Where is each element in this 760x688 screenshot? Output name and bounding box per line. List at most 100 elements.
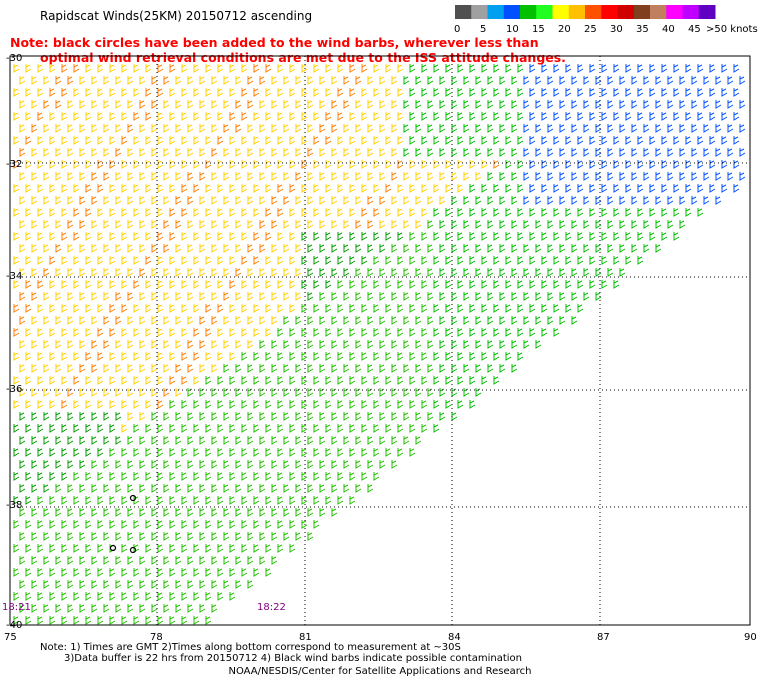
wind-barb (637, 136, 644, 145)
wind-barb (553, 112, 560, 121)
wind-barb (91, 268, 98, 277)
wind-barb (97, 184, 104, 193)
wind-barb (259, 100, 266, 109)
wind-barb (103, 244, 110, 253)
wind-barb (145, 400, 152, 409)
wind-barb (151, 388, 158, 397)
wind-barb (157, 544, 164, 553)
wind-barb (103, 556, 110, 565)
wind-barb (211, 148, 218, 157)
wind-barb (199, 148, 206, 157)
wind-barb (115, 316, 122, 325)
wind-barb (253, 376, 260, 385)
wind-barb (55, 148, 62, 157)
wind-barb (427, 292, 434, 301)
wind-barb (523, 196, 530, 205)
wind-barb (115, 388, 122, 397)
wind-barb (283, 124, 290, 133)
wind-barb (25, 568, 32, 577)
wind-barb (37, 184, 44, 193)
wind-barb (145, 520, 152, 529)
wind-barb (49, 160, 56, 169)
wind-barb (511, 100, 518, 109)
wind-barb (43, 292, 50, 301)
wind-barb (25, 400, 32, 409)
wind-barb (61, 304, 68, 313)
wind-barb (145, 496, 152, 505)
wind-barb (343, 244, 350, 253)
wind-barb (193, 280, 200, 289)
wind-barb (139, 196, 146, 205)
wind-barb (625, 160, 632, 169)
wind-barb (463, 244, 470, 253)
wind-barb (313, 136, 320, 145)
wind-barb (157, 112, 164, 121)
wind-barb (445, 328, 452, 337)
wind-barb (409, 304, 416, 313)
wind-barb (163, 604, 170, 613)
wind-barb (487, 76, 494, 85)
wind-barb (307, 244, 314, 253)
wind-barb (277, 400, 284, 409)
wind-barb (121, 88, 128, 97)
wind-barb (499, 100, 506, 109)
wind-barb (175, 316, 182, 325)
wind-barb (103, 292, 110, 301)
wind-barb (169, 112, 176, 121)
wind-barb (517, 184, 524, 193)
wind-barb (385, 376, 392, 385)
wind-barb (445, 352, 452, 361)
wind-barb (409, 256, 416, 265)
wind-barb (379, 268, 386, 277)
wind-barb (151, 292, 158, 301)
wind-barb (673, 160, 680, 169)
wind-barb (259, 172, 266, 181)
wind-barb (349, 448, 356, 457)
wind-barb (349, 208, 356, 217)
wind-barb (559, 220, 566, 229)
wind-barb (19, 148, 26, 157)
wind-barb (199, 436, 206, 445)
wind-barb (649, 136, 656, 145)
wind-barb (55, 340, 62, 349)
wind-barb (541, 88, 548, 97)
wind-barb (247, 292, 254, 301)
wind-barb (67, 316, 74, 325)
wind-barb (715, 124, 722, 133)
wind-barb (37, 400, 44, 409)
wind-barb (55, 76, 62, 85)
wind-barb (265, 64, 272, 73)
wind-barb (139, 556, 146, 565)
wind-barb (235, 532, 242, 541)
wind-barb (355, 484, 362, 493)
wind-barb (505, 352, 512, 361)
wind-barb (301, 304, 308, 313)
legend-swatch (471, 5, 488, 19)
wind-barb (85, 544, 92, 553)
wind-barb (127, 412, 134, 421)
wind-barb (433, 352, 440, 361)
time-label: 18:22 (257, 602, 286, 613)
wind-barb (703, 100, 710, 109)
wind-barb (355, 388, 362, 397)
wind-barb (175, 460, 182, 469)
wind-barb (193, 592, 200, 601)
wind-barb (43, 268, 50, 277)
footnote-line-1: Note: 1) Times are GMT 2)Times along bot… (40, 642, 461, 653)
wind-barb (529, 232, 536, 241)
wind-barb (49, 112, 56, 121)
wind-barb (667, 220, 674, 229)
wind-barb (349, 400, 356, 409)
wind-barb (277, 88, 284, 97)
wind-barb (193, 496, 200, 505)
wind-barb (307, 196, 314, 205)
wind-barb (193, 64, 200, 73)
wind-barb (61, 472, 68, 481)
wind-barb (217, 136, 224, 145)
wind-barb (361, 352, 368, 361)
wind-barb (373, 328, 380, 337)
wind-barb (61, 328, 68, 337)
wind-barb (79, 292, 86, 301)
wind-barb (199, 196, 206, 205)
wind-barb (541, 160, 548, 169)
